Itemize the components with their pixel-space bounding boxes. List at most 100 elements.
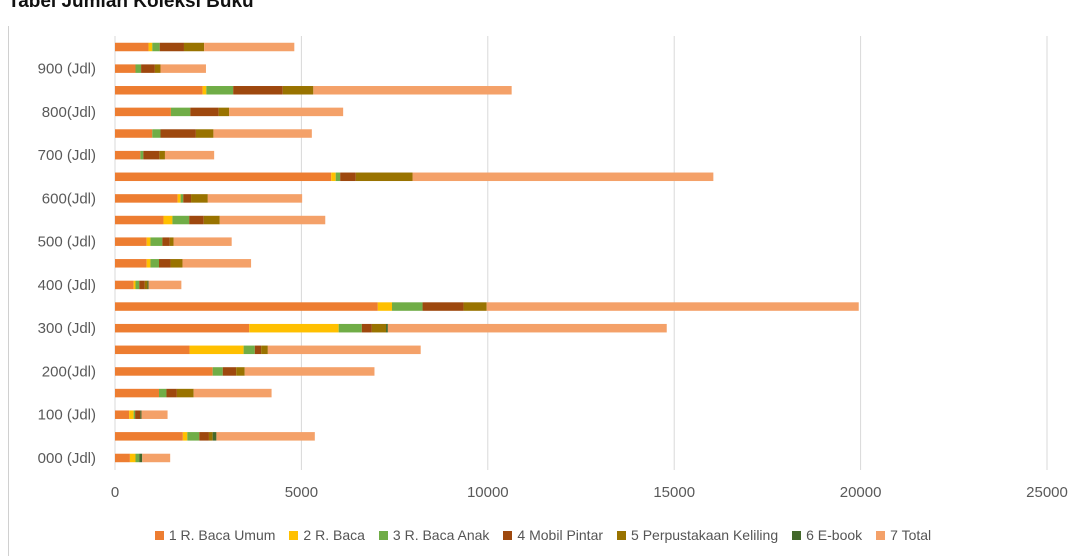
bar-segment (148, 280, 182, 290)
bar-segment (170, 107, 191, 117)
bar-segment (115, 150, 141, 160)
bar-segment (267, 345, 421, 355)
x-tick-label: 20000 (840, 484, 882, 501)
legend-item: 7 Total (876, 527, 931, 543)
bar-segment (160, 64, 206, 73)
x-tick-label: 15000 (653, 484, 695, 501)
bar-segment (162, 237, 170, 246)
y-tick-label: 000 (Jdl) (38, 450, 96, 467)
bar-segment (361, 323, 372, 333)
bar-segment (141, 410, 168, 419)
bar-segment (204, 42, 295, 52)
bar-segment (208, 432, 213, 441)
bar-segment (177, 194, 181, 203)
legend-label: 6 E-book (806, 527, 863, 543)
bar-segment (115, 388, 159, 398)
bar-segment (203, 215, 220, 225)
bar-segment (152, 42, 160, 52)
bar-segment (206, 86, 234, 95)
bar-segment (150, 259, 159, 268)
legend-swatch (503, 530, 513, 540)
bar-segment (463, 302, 487, 311)
bar-segment (129, 410, 134, 419)
bar-segment (135, 64, 142, 73)
gridlines (114, 36, 1048, 470)
bar-segment (133, 410, 136, 419)
bar-segment (140, 410, 142, 419)
bar-segment (207, 194, 303, 203)
bar-segment (115, 129, 153, 138)
bar-segment (202, 86, 207, 95)
bar-segment (216, 432, 315, 441)
legend-label: 1 R. Baca Umum (168, 527, 276, 543)
bar-segment (386, 323, 388, 333)
bar-segment (115, 172, 332, 182)
bar-segment (282, 86, 314, 95)
left-border-line (8, 26, 9, 556)
bar-segment (115, 453, 130, 463)
bar-segment (243, 345, 255, 355)
bar-segment (133, 280, 136, 290)
bar-segment (340, 172, 356, 182)
y-tick-label: 200(Jdl) (42, 363, 96, 380)
legend-swatch (289, 530, 299, 540)
bar-segment (139, 280, 145, 290)
y-axis-labels: 000 (Jdl) 100 (Jdl) 200(Jdl) 300 (Jdl) 400 (… (38, 61, 96, 467)
bar-segment (170, 259, 183, 268)
x-tick-label: 0 (111, 484, 119, 501)
bar-segment (115, 280, 134, 290)
bar-segment (183, 194, 192, 203)
bar-segment (115, 432, 183, 441)
bar-segment (115, 237, 147, 246)
bar-segment (135, 453, 140, 463)
bar-segment (222, 367, 237, 376)
y-tick-label: 500 (Jdl) (38, 234, 96, 251)
x-tick-label: 5000 (285, 484, 318, 501)
bar-segment (189, 345, 244, 355)
y-tick-label: 100 (Jdl) (38, 407, 96, 424)
bar-segment (172, 215, 190, 225)
bar-segment (150, 237, 163, 246)
bar-segment (195, 129, 214, 138)
bar-segment (355, 172, 413, 182)
legend-label: 7 Total (890, 527, 932, 543)
y-tick-label: 900 (Jdl) (38, 61, 96, 78)
bar-segment (191, 194, 208, 203)
legend-swatch (154, 530, 164, 540)
bar-segment (244, 367, 375, 376)
bar-segment (141, 64, 155, 73)
bar-segment (233, 86, 283, 95)
bar-segment (229, 107, 344, 117)
bar-segment (391, 302, 423, 311)
y-tick-label: 400 (Jdl) (38, 277, 96, 294)
bar-segment (182, 259, 252, 268)
bar-segment (140, 150, 144, 160)
x-tick-label: 25000 (1026, 484, 1068, 501)
x-axis-labels: 0 5000 10000 15000 20000 25000 (111, 484, 1068, 501)
bar-segment (146, 237, 151, 246)
bar-segment (115, 410, 130, 419)
bar-segment (187, 432, 200, 441)
legend-swatch (378, 530, 388, 540)
y-tick-label: 600(Jdl) (42, 190, 96, 207)
bar-segment (212, 367, 223, 376)
bar-segment (115, 215, 164, 225)
bar-segment (412, 172, 714, 182)
bar-segment (166, 388, 177, 398)
bar-segment (115, 42, 149, 52)
bar-segment (422, 302, 464, 311)
legend-swatch (617, 530, 627, 540)
bar-segment (219, 215, 326, 225)
bar-segment (115, 64, 136, 73)
bar-segment (338, 323, 362, 333)
stacked-bar-chart: 000 (Jdl) 100 (Jdl) 200(Jdl) 300 (Jdl) 400 (… (38, 36, 1068, 501)
bar-segment (143, 150, 160, 160)
bar-segment (486, 302, 859, 311)
bar-segment (173, 237, 232, 246)
bar-segment (180, 194, 184, 203)
bar-segment (129, 453, 136, 463)
bar-segment (183, 42, 205, 52)
bar-segment (154, 64, 161, 73)
bar-segment (115, 323, 250, 333)
bar-segment (199, 432, 209, 441)
